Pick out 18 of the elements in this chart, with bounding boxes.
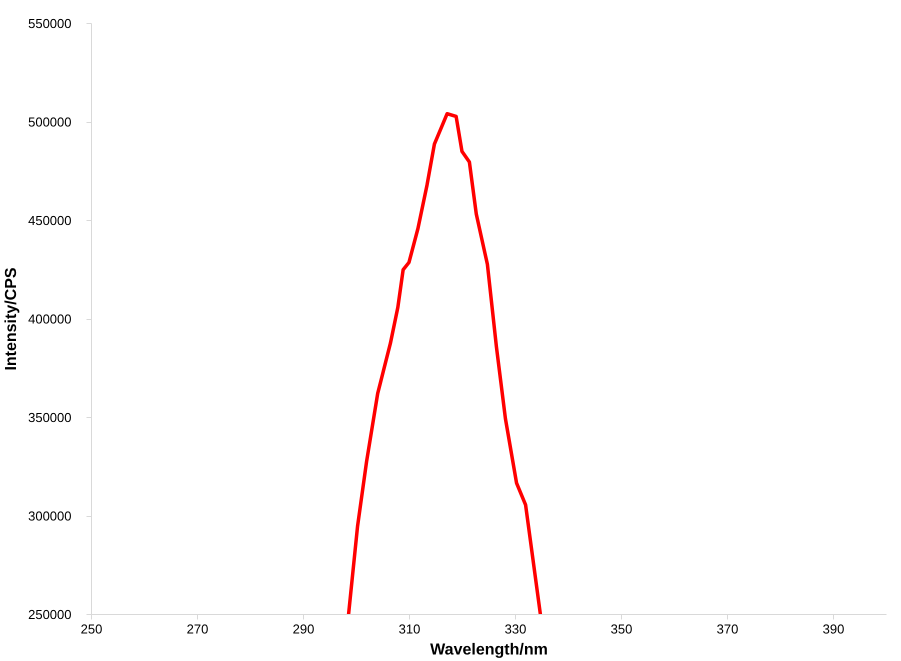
y-tick-label: 250000	[28, 607, 72, 622]
y-axis-title: Intensity/CPS	[3, 267, 20, 371]
y-tick-label: 450000	[28, 213, 72, 228]
y-tick-label: 550000	[28, 16, 72, 31]
y-tick-label: 500000	[28, 114, 72, 130]
x-axis-title: Wavelength/nm	[430, 642, 548, 658]
y-tick-label: 300000	[28, 508, 72, 524]
x-tick-label: 310	[398, 622, 420, 636]
x-tick-label: 370	[716, 622, 738, 636]
y-tick-label: 400000	[28, 312, 72, 326]
x-tick-label: 270	[186, 622, 208, 636]
x-tick-label: 290	[292, 622, 314, 636]
x-tick-label: 250	[80, 622, 102, 636]
x-tick-label: 330	[504, 622, 526, 636]
x-tick-label: 390	[822, 622, 844, 636]
y-tick-label: 350000	[28, 410, 72, 425]
x-tick-label: 350	[610, 622, 632, 636]
line-series	[346, 112, 542, 614]
